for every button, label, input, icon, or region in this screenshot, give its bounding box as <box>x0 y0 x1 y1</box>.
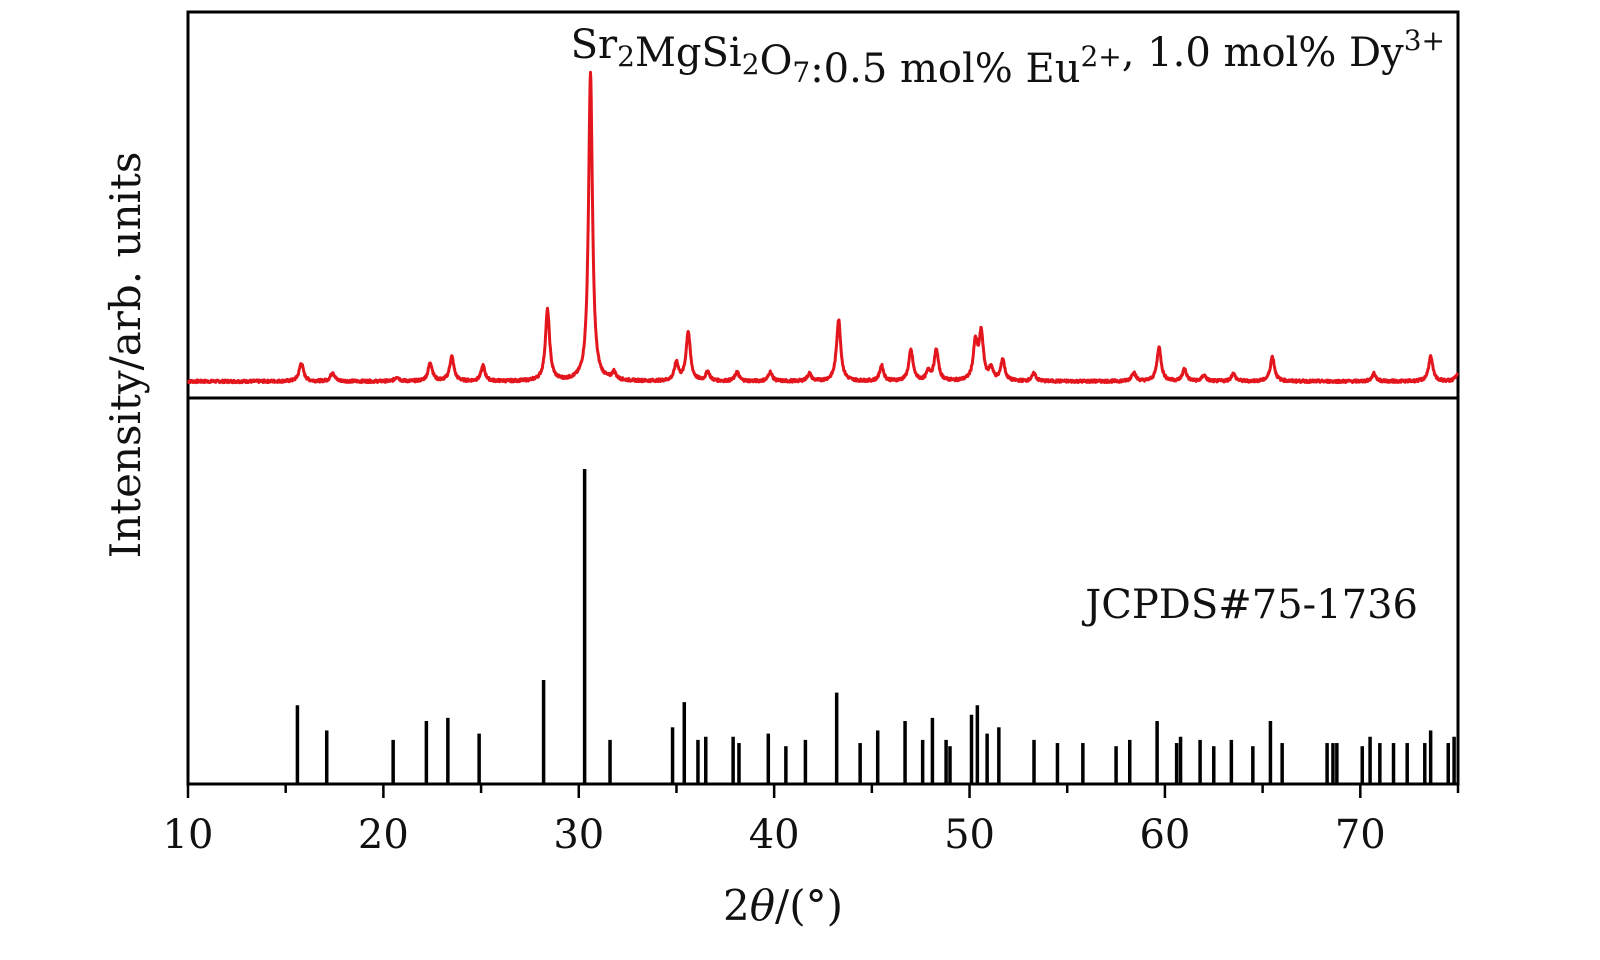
x-tick-label: 40 <box>749 812 800 858</box>
x-tick-label: 10 <box>163 812 214 858</box>
x-tick-label: 70 <box>1335 812 1386 858</box>
x-tick-label: 20 <box>358 812 409 858</box>
x-axis-title-part: 2 <box>723 881 750 930</box>
sample-label-part: 3+ <box>1404 24 1445 57</box>
x-tick-label: 30 <box>553 812 604 858</box>
series-label-reference: JCPDS#75-1736 <box>1081 582 1418 628</box>
sample-label-part: , 1.0 mol% Dy <box>1122 30 1404 76</box>
y-axis-title: Intensity/arb. units <box>101 152 150 559</box>
sample-label-part: 7 <box>792 56 810 89</box>
x-axis-title-part: /(°) <box>775 881 843 930</box>
x-tick-label: 50 <box>944 812 995 858</box>
x-axis-ticks: 10 20 30 40 50 60 70 <box>163 784 1460 858</box>
series-line-measured <box>186 70 1460 385</box>
sample-label-part: 2+ <box>1080 40 1121 73</box>
sample-label-part: 2 <box>742 48 760 81</box>
sample-label-part: O <box>760 38 793 84</box>
series-label-sample: Sr2MgSi2O7:0.5 mol% Eu2+, 1.0 mol% Dy3+ <box>571 22 1445 92</box>
sample-label-part: Sr <box>571 22 618 68</box>
sample-label-part: MgSi <box>635 30 742 76</box>
x-axis-title-part: θ <box>750 881 775 930</box>
sample-label-part: :0.5 mol% Eu <box>810 46 1080 92</box>
sample-label-part: 2 <box>617 40 635 73</box>
x-tick-label: 60 <box>1139 812 1190 858</box>
x-axis-title: 2θ/(°) <box>723 881 843 930</box>
reference-sticks <box>295 469 1456 784</box>
